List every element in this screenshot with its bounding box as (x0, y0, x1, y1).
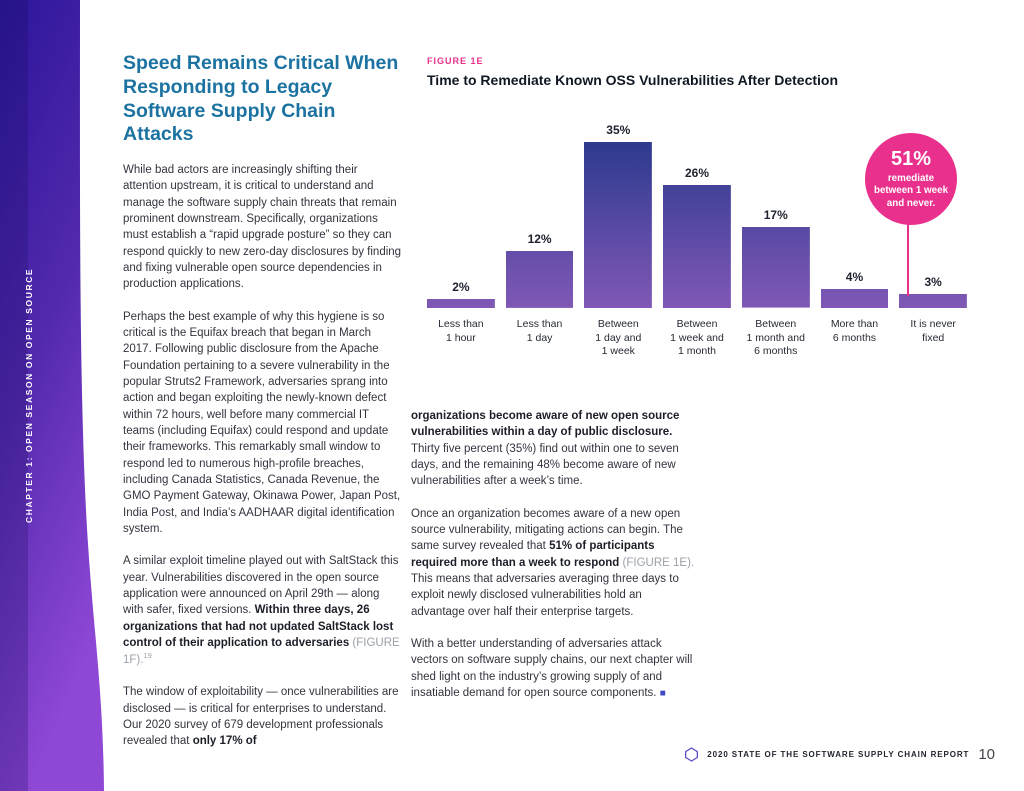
bar-value-label: 35% (606, 123, 631, 137)
bar-chart: 2% 12% 35% 26% 17% 4% 3% Less than 1 hour Less … (427, 116, 968, 368)
figure-reference: (FIGURE 1F). (123, 636, 400, 667)
text-run: This means that adversaries averaging th… (411, 572, 679, 618)
bar (820, 289, 889, 308)
bar (584, 142, 653, 308)
report-title: 2020 STATE OF THE SOFTWARE SUPPLY CHAIN … (707, 750, 970, 759)
bar (899, 293, 968, 308)
paragraph: organizations become aware of new open s… (411, 408, 697, 490)
continuation-column: organizations become aware of new open s… (411, 408, 697, 701)
bold-text-run: 51% of participants required more than a… (411, 540, 655, 569)
text-run: A similar exploit timeline played out wi… (123, 555, 399, 617)
bar-category-label: It is never fixed (910, 318, 956, 344)
bar (663, 184, 731, 308)
figure-title: Time to Remediate Known OSS Vulnerabilit… (427, 72, 839, 88)
text-run: Thirty five percent (35%) find out withi… (411, 442, 679, 488)
bar-category-label: Between 1 month and 6 months (746, 318, 805, 358)
text-run: Perhaps the best example of why this hyg… (123, 310, 401, 536)
article-heading: Speed Remains Critical When Responding t… (123, 52, 399, 146)
bar-value-label: 3% (924, 274, 942, 289)
bar (741, 227, 810, 308)
bold-text-run: Within three days, 26 organizations that… (123, 604, 394, 649)
figure-reference: (FIGURE 1E). (622, 556, 695, 569)
callout-text: between 1 week (873, 185, 949, 197)
bar-category-label: Between 1 week and 1 month (670, 318, 724, 358)
chapter-sidebar: CHAPTER 1: OPEN SEASON ON OPEN SOURCE (0, 0, 120, 791)
paragraph: Perhaps the best example of why this hyg… (123, 309, 402, 538)
chart-bar-column: 26% (663, 166, 731, 308)
chart-bar-column: 17% (741, 208, 810, 308)
bar-category-label: Less than 1 hour (438, 318, 484, 344)
bold-text-run: organizations become aware of new open s… (411, 410, 680, 439)
bar-category-label: Between 1 day and 1 week (595, 318, 642, 358)
text-run: With a better understanding of adversari… (411, 637, 693, 699)
callout-percent: 51% (890, 147, 932, 170)
figure-label: FIGURE 1E (427, 56, 484, 66)
paragraph: A similar exploit timeline played out wi… (123, 553, 402, 668)
bar-value-label: 12% (527, 232, 552, 247)
chapter-label: CHAPTER 1: OPEN SEASON ON OPEN SOURCE (24, 267, 34, 523)
sidebar-gradient-shape (0, 0, 104, 791)
bar-value-label: 2% (452, 279, 470, 294)
chart-bar-column: 2% (427, 279, 495, 308)
chart-categories: Less than 1 hour Less than 1 day Between 1… (427, 318, 967, 359)
bold-text-run: only 17% of (192, 735, 257, 748)
bar-value-label: 4% (845, 270, 864, 284)
bar-category-label: Less than 1 day (516, 318, 563, 344)
paragraph: The window of exploitability — once vuln… (123, 684, 402, 749)
paragraph: With a better understanding of adversari… (411, 636, 697, 701)
chart-bar-column: 35% (584, 123, 653, 308)
bar-value-label: 17% (763, 208, 788, 223)
end-of-chapter-mark: ■ (659, 687, 666, 699)
text-run: While bad actors are increasingly shifti… (123, 164, 402, 291)
callout-text: and never. (886, 197, 936, 209)
bar (505, 251, 574, 308)
chart-bar-column: 12% (505, 232, 574, 308)
chart-bar-column: 3% (899, 274, 968, 308)
sonatype-hexagon-icon (685, 747, 699, 762)
text-run: The window of exploitability — once vuln… (123, 686, 399, 748)
bar-value-label: 26% (685, 165, 710, 180)
chart-bar-column: 4% (820, 270, 889, 308)
bar (427, 298, 495, 308)
callout-connector-line (907, 220, 909, 296)
paragraph: Once an organization becomes aware of a … (411, 506, 697, 620)
footnote-marker: 19 (143, 651, 152, 661)
page-number: 10 (978, 746, 995, 763)
chart-bars: 2% 12% 35% 26% 17% 4% 3% (427, 116, 968, 308)
page-footer: 2020 STATE OF THE SOFTWARE SUPPLY CHAIN … (685, 746, 995, 763)
callout-text: remediate (887, 172, 935, 184)
article-column: Speed Remains Critical When Responding t… (123, 52, 402, 750)
bar-category-label: More than 6 months (830, 318, 879, 344)
text-run: Once an organization becomes aware of a … (411, 507, 683, 553)
paragraph: While bad actors are increasingly shifti… (123, 162, 402, 293)
callout-bubble: 51% remediate between 1 week and never. (865, 133, 957, 225)
